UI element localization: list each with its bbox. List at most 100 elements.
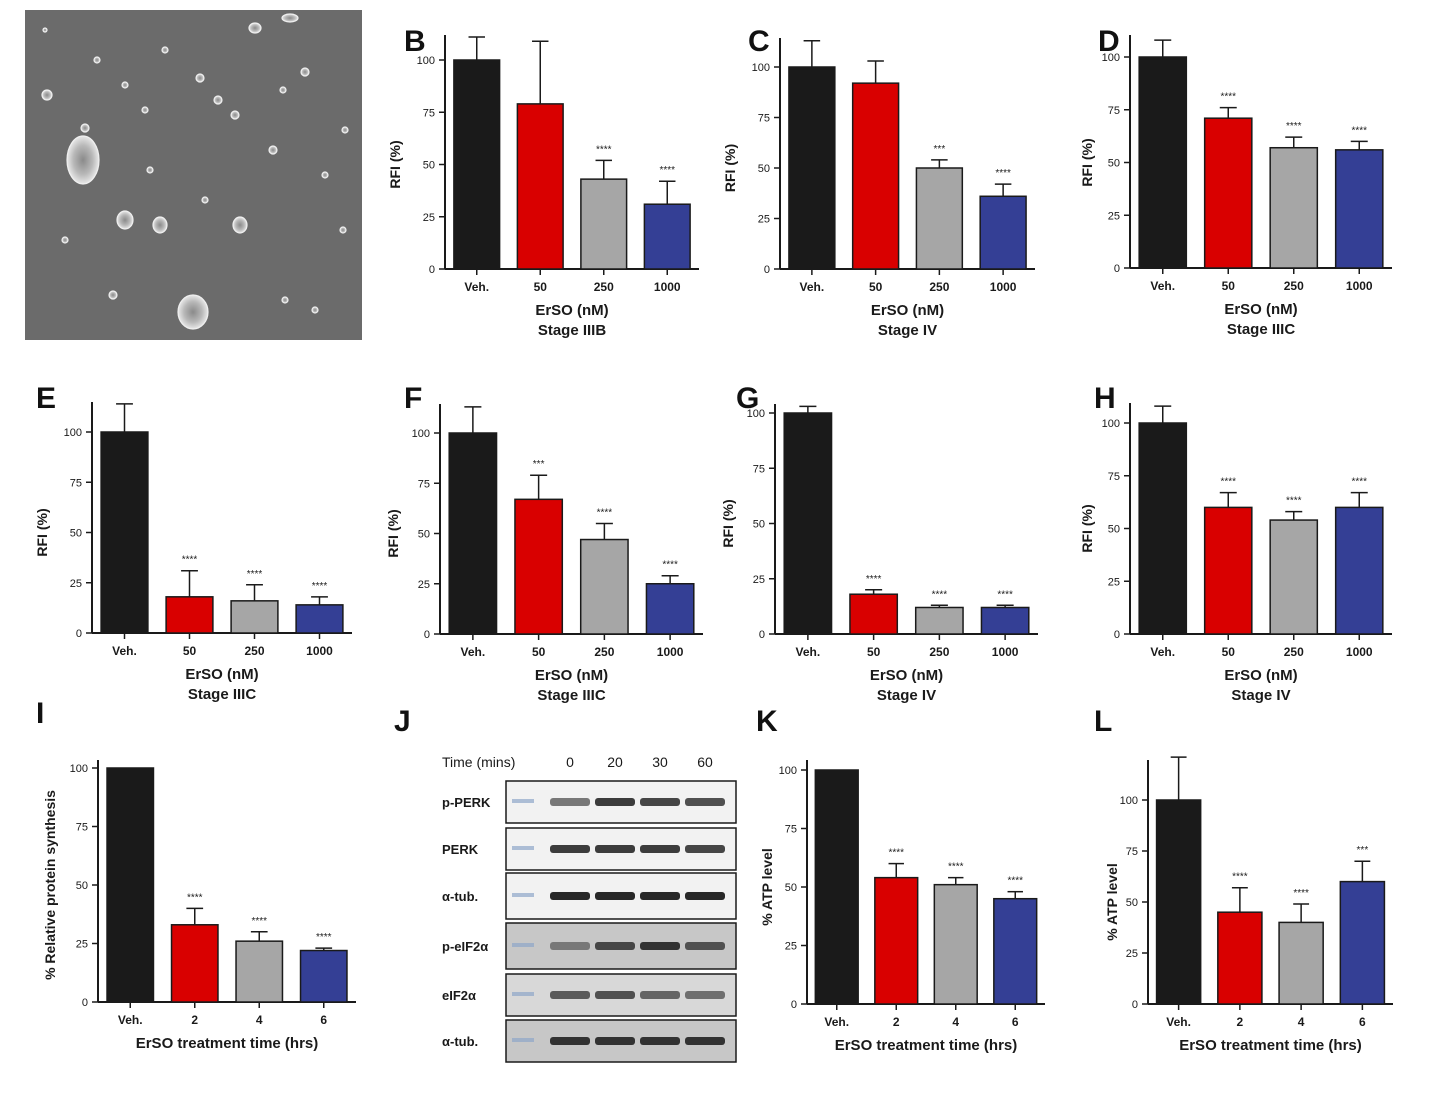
y-tick-label: 75 (76, 822, 88, 834)
blot-band (640, 798, 680, 806)
cell (230, 110, 240, 120)
cell (279, 86, 287, 94)
significance-label: **** (316, 932, 332, 943)
x-axis-label: ErSO treatment time (hrs) (136, 1035, 319, 1052)
cell (108, 290, 118, 300)
blot-time-point: 60 (697, 754, 713, 770)
panel-letter-g: G (736, 382, 760, 415)
significance-label: **** (596, 144, 612, 155)
blot-row-label: α-tub. (442, 1034, 478, 1049)
y-tick-label: 0 (429, 264, 435, 276)
bar (514, 498, 564, 635)
y-tick-label: 50 (758, 163, 770, 175)
x-tick-label: 6 (320, 1013, 327, 1027)
cell (201, 196, 209, 204)
significance-label: **** (247, 569, 263, 580)
bar (230, 600, 279, 634)
x-axis-label: ErSO (nM) (1224, 667, 1297, 684)
bar (874, 876, 919, 1005)
blot-band (595, 942, 635, 950)
y-tick-label: 50 (785, 882, 797, 894)
significance-label: **** (182, 555, 198, 566)
x-tick-label: 2 (893, 1015, 900, 1029)
cell (300, 67, 310, 77)
blot-band (685, 1037, 725, 1045)
y-tick-label: 50 (70, 528, 82, 540)
y-tick-label: 100 (417, 55, 435, 67)
y-tick-label: 100 (779, 765, 797, 777)
bar (993, 897, 1038, 1005)
bar (914, 606, 964, 635)
cell (66, 135, 100, 185)
significance-label: **** (995, 168, 1011, 179)
x-tick-label: 250 (1284, 645, 1304, 659)
x-tick-label: 250 (244, 644, 264, 658)
significance-label: **** (1286, 496, 1302, 507)
cell (232, 216, 248, 234)
cell (281, 296, 289, 304)
cell (152, 216, 168, 234)
panel-letter-k: K (756, 705, 778, 738)
x-tick-label: 250 (594, 645, 614, 659)
blot-band (550, 991, 590, 999)
chart-subtitle: Stage IV (878, 322, 937, 339)
bar (979, 195, 1027, 270)
y-tick-label: 75 (753, 463, 765, 475)
x-axis-label: ErSO treatment time (hrs) (1179, 1037, 1362, 1054)
y-tick-label: 100 (1102, 418, 1120, 430)
blot-band (685, 845, 725, 853)
chart-subtitle: Stage IV (1231, 687, 1290, 704)
y-axis-label: % ATP level (759, 848, 775, 926)
significance-label: **** (251, 916, 267, 927)
x-tick-label: Veh. (464, 280, 489, 294)
micrograph-image (25, 10, 362, 340)
bar (453, 59, 501, 270)
ladder-band (512, 846, 534, 850)
panel-letter-l: L (1094, 705, 1113, 738)
y-tick-label: 100 (412, 428, 430, 440)
y-axis-label: RFI (%) (1079, 504, 1095, 552)
y-tick-label: 50 (423, 160, 435, 172)
bar (1269, 519, 1319, 635)
y-axis-label: % ATP level (1104, 863, 1120, 941)
cell (41, 89, 53, 101)
cell (339, 226, 347, 234)
y-axis-label: RFI (%) (34, 508, 50, 556)
significance-label: *** (1357, 845, 1369, 856)
x-tick-label: Veh. (112, 644, 137, 658)
y-tick-label: 50 (1108, 524, 1120, 536)
x-tick-label: 50 (1222, 645, 1236, 659)
bar (295, 604, 344, 634)
cell (311, 306, 319, 314)
blot-band (640, 942, 680, 950)
y-tick-label: 75 (70, 477, 82, 489)
blot-band (640, 892, 680, 900)
significance-label: **** (1007, 876, 1023, 887)
y-tick-label: 25 (753, 574, 765, 586)
significance-label: **** (659, 165, 675, 176)
y-tick-label: 50 (1108, 158, 1120, 170)
significance-label: **** (1351, 477, 1367, 488)
x-tick-label: 50 (867, 645, 881, 659)
significance-label: **** (1293, 888, 1309, 899)
chart-subtitle: Stage IIIC (1227, 321, 1296, 338)
chart-subtitle: Stage IIIC (188, 686, 257, 703)
bar (1334, 149, 1384, 269)
significance-label: **** (1220, 92, 1236, 103)
cell (195, 73, 205, 83)
ladder-band (512, 992, 534, 996)
cell (93, 56, 101, 64)
x-tick-label: Veh. (1166, 1015, 1191, 1029)
x-tick-label: 50 (534, 280, 548, 294)
bar (580, 178, 628, 270)
x-tick-label: 50 (1222, 279, 1236, 293)
blot-band (550, 1037, 590, 1045)
y-tick-label: 100 (64, 427, 82, 439)
x-tick-label: 250 (594, 280, 614, 294)
blot-time-point: 20 (607, 754, 623, 770)
